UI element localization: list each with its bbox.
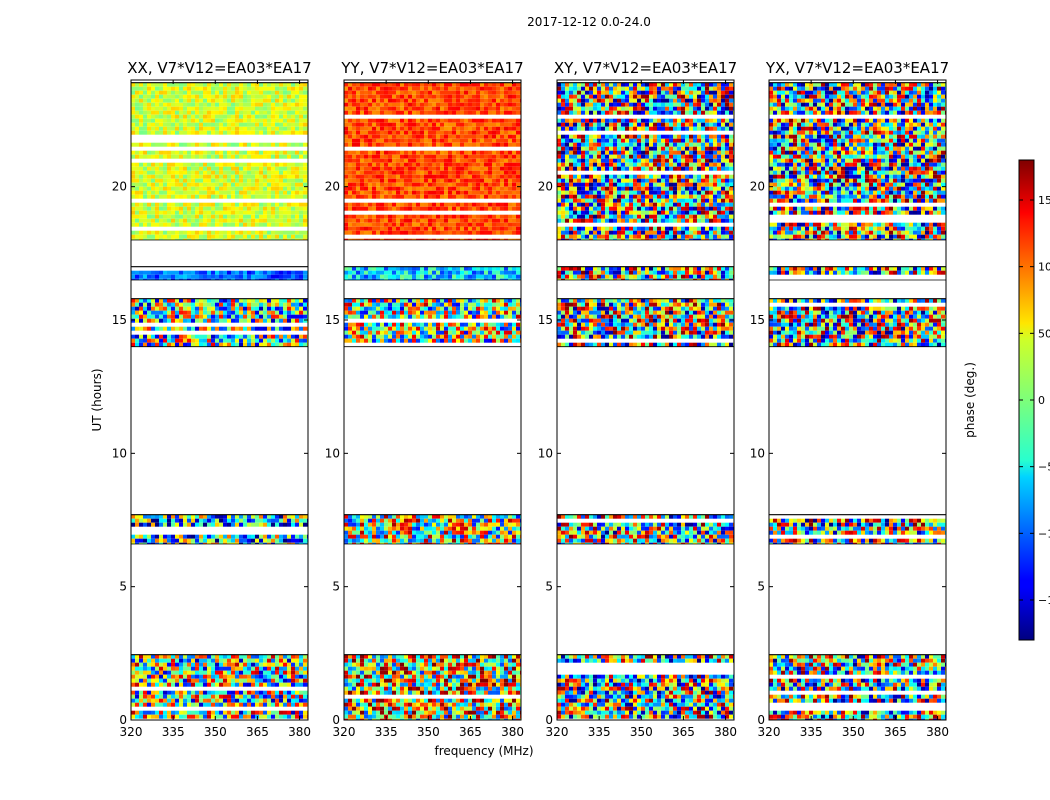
panel-2-ytick-label: 20 bbox=[538, 180, 553, 194]
panel-1-band-3 bbox=[344, 266, 521, 281]
colorbar-tick-label: 100 bbox=[1038, 261, 1050, 274]
panel-2-ytick-label: 10 bbox=[538, 446, 553, 460]
panel-3-band-3 bbox=[769, 266, 946, 281]
panel-1-ytick-label: 20 bbox=[325, 180, 340, 194]
panel-3-band-2 bbox=[769, 298, 946, 348]
colorbar-tick-label: −100 bbox=[1038, 527, 1050, 540]
colorbar-tick-label: −150 bbox=[1038, 594, 1050, 607]
panel-1-band-1 bbox=[344, 514, 521, 545]
panel-2-xtick-label: 320 bbox=[546, 725, 569, 739]
panel-2-ytick-label: 0 bbox=[545, 713, 553, 727]
panel-0-xtick-label: 380 bbox=[288, 725, 311, 739]
panel-0-title: XX, V7*V12=EA03*EA17 bbox=[127, 59, 311, 77]
panel-3-ytick-label: 0 bbox=[757, 713, 765, 727]
colorbar-label: phase (deg.) bbox=[963, 362, 977, 438]
panel-2-xtick-label: 350 bbox=[630, 725, 653, 739]
panel-3-ytick-label: 15 bbox=[750, 313, 765, 327]
panel-1-xtick-label: 350 bbox=[417, 725, 440, 739]
panel-3-xtick-label: 365 bbox=[884, 725, 907, 739]
panel-1-band-0 bbox=[344, 654, 521, 721]
panel-2-ytick-label: 5 bbox=[545, 580, 553, 594]
panel-1-ytick-label: 15 bbox=[325, 313, 340, 327]
panel-0-xtick-label: 350 bbox=[204, 725, 227, 739]
panel-1-xtick-label: 335 bbox=[375, 725, 398, 739]
panel-0-band-0 bbox=[131, 654, 308, 721]
panel-2-band-1 bbox=[557, 514, 734, 545]
panel-0-xtick-label: 320 bbox=[120, 725, 143, 739]
x-axis-label: frequency (MHz) bbox=[434, 744, 533, 758]
panel-3-xtick-label: 335 bbox=[800, 725, 823, 739]
panel-0-band-3 bbox=[131, 266, 308, 281]
panel-3-ytick-label: 20 bbox=[750, 180, 765, 194]
panel-3-title: YX, V7*V12=EA03*EA17 bbox=[765, 59, 949, 77]
panel-0-ytick-label: 0 bbox=[119, 713, 127, 727]
panel-3-xtick-label: 320 bbox=[758, 725, 781, 739]
panel-3: YX, V7*V12=EA03*EA17 320 335 350 365 380 0 5 10 1… bbox=[750, 59, 949, 739]
panel-2: XY, V7*V12=EA03*EA17 320 335 350 365 380 0 5 10 1… bbox=[538, 59, 737, 739]
colorbar-tick-label: 50 bbox=[1038, 327, 1050, 340]
panel-0: XX, V7*V12=EA03*EA17 320 335 350 365 380 0 5 10 1… bbox=[112, 59, 312, 739]
colorbar-tick-label: 150 bbox=[1038, 194, 1050, 207]
panel-3-ytick-label: 10 bbox=[750, 446, 765, 460]
panel-1-xtick-label: 380 bbox=[501, 725, 524, 739]
panel-0-xtick-label: 335 bbox=[162, 725, 185, 739]
panel-3-frame bbox=[768, 79, 947, 721]
panel-2-band-3 bbox=[557, 266, 734, 281]
colorbar-ticks: 150 100 50 0 −50 −100 −150 bbox=[1019, 194, 1050, 607]
panel-3-band-1 bbox=[769, 514, 946, 545]
panel-2-frame bbox=[556, 79, 735, 721]
y-axis-label: UT (hours) bbox=[90, 368, 104, 431]
panel-0-frame bbox=[130, 79, 309, 721]
colorbar-tick-label: −50 bbox=[1038, 461, 1050, 474]
panel-0-ytick-label: 5 bbox=[119, 580, 127, 594]
panels-group: XX, V7*V12=EA03*EA17 320 335 350 365 380 0 5 10 1… bbox=[112, 59, 949, 739]
panel-1-ytick-label: 10 bbox=[325, 446, 340, 460]
panel-1-band-4 bbox=[344, 82, 521, 241]
panel-2-title: XY, V7*V12=EA03*EA17 bbox=[554, 59, 737, 77]
panel-2-band-2 bbox=[557, 298, 734, 348]
panel-0-ytick-label: 20 bbox=[112, 180, 127, 194]
panel-0-band-4 bbox=[131, 82, 308, 241]
panel-0-band-2 bbox=[131, 298, 308, 348]
panel-1-xtick-label: 320 bbox=[333, 725, 356, 739]
panel-1-ytick-label: 0 bbox=[332, 713, 340, 727]
panel-0-band-1 bbox=[131, 514, 308, 545]
panel-2-ytick-label: 15 bbox=[538, 313, 553, 327]
figure-suptitle: 2017-12-12 0.0-24.0 bbox=[527, 15, 651, 29]
panel-2-band-4 bbox=[557, 82, 734, 241]
colorbar: 150 100 50 0 −50 −100 −150 phase (deg.) bbox=[963, 159, 1050, 641]
panel-3-ytick-label: 5 bbox=[757, 580, 765, 594]
panel-3-band-0 bbox=[769, 654, 946, 721]
panel-3-band-4 bbox=[769, 82, 946, 241]
panel-2-xtick-label: 335 bbox=[588, 725, 611, 739]
panel-1-band-2 bbox=[344, 298, 521, 348]
panel-1-xtick-label: 365 bbox=[459, 725, 482, 739]
panel-2-xtick-label: 365 bbox=[672, 725, 695, 739]
panel-0-xtick-label: 365 bbox=[246, 725, 269, 739]
panel-1-title: YY, V7*V12=EA03*EA17 bbox=[340, 59, 523, 77]
panel-2-band-0 bbox=[557, 654, 734, 721]
panel-3-xtick-label: 350 bbox=[842, 725, 865, 739]
colorbar-tick-label: 0 bbox=[1038, 394, 1045, 407]
panel-1-ytick-label: 5 bbox=[332, 580, 340, 594]
panel-0-ytick-label: 10 bbox=[112, 446, 127, 460]
panel-1: YY, V7*V12=EA03*EA17 320 335 350 365 380 0 5 10 1… bbox=[325, 59, 524, 739]
panel-0-ytick-label: 15 bbox=[112, 313, 127, 327]
panel-1-frame bbox=[343, 79, 522, 721]
panel-2-xtick-label: 380 bbox=[714, 725, 737, 739]
panel-3-xtick-label: 380 bbox=[926, 725, 949, 739]
